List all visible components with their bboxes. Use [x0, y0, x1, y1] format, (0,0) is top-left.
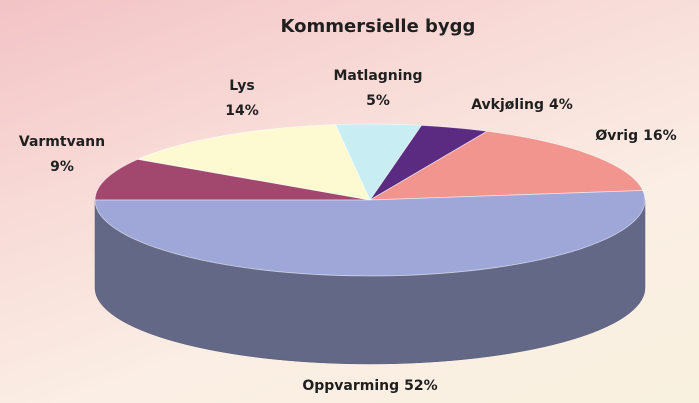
label-value: 52%: [404, 378, 438, 394]
chart-title: Kommersielle bygg: [281, 16, 476, 37]
label-value: 4%: [549, 97, 573, 113]
label-category: Varmtvann: [19, 134, 105, 150]
data-label: Lys 14%: [225, 78, 259, 119]
label-category: Matlagning: [333, 68, 422, 84]
label-category: Avkjøling: [471, 97, 544, 113]
label-value: 14%: [225, 103, 259, 119]
data-label: Avkjøling 4%: [471, 97, 573, 113]
label-category: Øvrig: [595, 128, 638, 144]
label-category: Oppvarming: [302, 378, 399, 394]
slice: [369, 130, 644, 201]
slice: [94, 190, 646, 277]
label-value: 9%: [50, 159, 74, 175]
label-value: 5%: [366, 93, 390, 109]
data-label: Oppvarming 52%: [302, 378, 437, 394]
data-label: Øvrig 16%: [595, 128, 676, 144]
slice: [94, 158, 371, 201]
data-label: Varmtvann 9%: [19, 134, 105, 175]
label-category: Lys: [229, 78, 254, 94]
data-label: Matlagning 5%: [333, 68, 422, 109]
label-value: 16%: [643, 128, 677, 144]
slice: [136, 124, 371, 201]
